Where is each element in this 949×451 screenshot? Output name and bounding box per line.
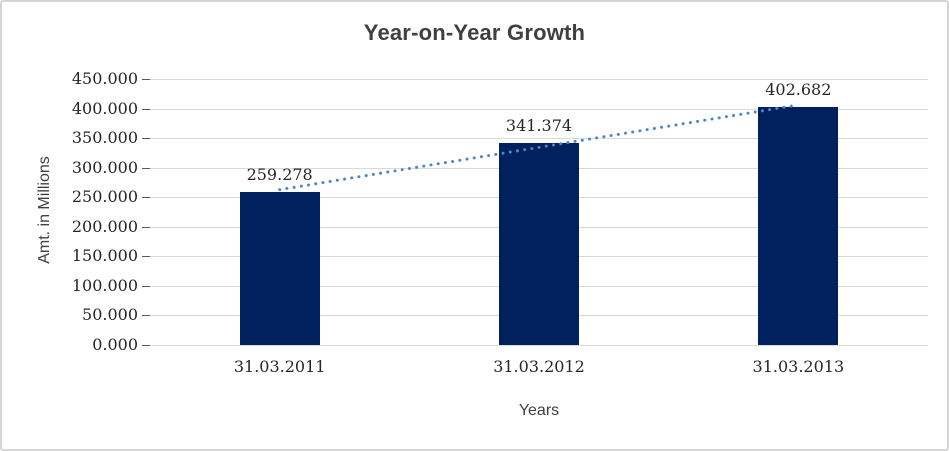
y-tick-mark — [142, 197, 150, 199]
y-tick-label: 50.000 — [82, 305, 138, 325]
bar-value-label: 259.278 — [246, 164, 313, 184]
x-tick-label: 31.03.2011 — [233, 357, 326, 376]
y-tick-mark — [142, 138, 150, 140]
x-tick-label: 31.03.2012 — [493, 357, 585, 376]
x-axis-title: Years — [518, 402, 560, 419]
y-tick-mark — [142, 79, 150, 80]
y-tick-mark — [142, 167, 150, 169]
bar-value-label: 341.374 — [505, 116, 573, 136]
bar — [239, 191, 320, 345]
y-tick-mark — [142, 285, 150, 287]
y-tick-label: 250.000 — [71, 187, 138, 207]
y-tick-label: 450.000 — [71, 69, 138, 88]
y-tick-label: 0.000 — [92, 335, 138, 354]
y-tick-mark — [142, 108, 150, 110]
y-tick-mark — [142, 226, 150, 228]
bar — [499, 143, 579, 345]
y-tick-mark — [142, 315, 150, 317]
y-tick-label: 350.000 — [71, 128, 138, 148]
gridline — [150, 79, 928, 80]
y-tick-label: 150.000 — [71, 246, 138, 266]
chart-title: Year-on-Year Growth — [363, 20, 586, 45]
y-tick-mark — [142, 256, 150, 258]
y-tick-label: 100.000 — [71, 275, 138, 295]
bar-value-label: 402.682 — [765, 79, 832, 99]
y-tick-label: 200.000 — [71, 216, 138, 236]
y-tick-label: 300.000 — [71, 157, 138, 177]
x-tick-label: 31.03.2013 — [752, 357, 845, 376]
gridline — [150, 345, 928, 346]
bar — [758, 106, 839, 345]
y-tick-mark — [142, 345, 150, 346]
y-tick-label: 400.000 — [71, 98, 138, 118]
